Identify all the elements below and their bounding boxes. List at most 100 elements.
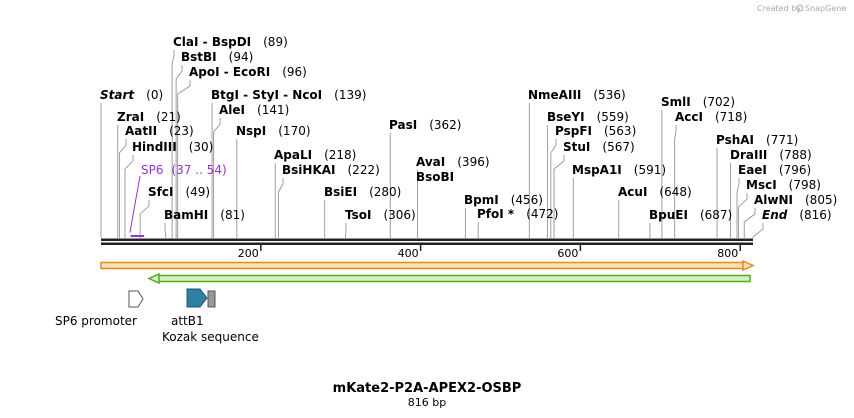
site-label[interactable]: Start (0) xyxy=(100,88,163,102)
orf-reverse-bar[interactable] xyxy=(155,274,751,283)
site-name: AleI xyxy=(219,103,245,117)
site-label[interactable]: NmeAIII (536) xyxy=(528,88,626,102)
site-label[interactable]: BseYI (559) xyxy=(547,110,629,124)
ruler: 200 400 600 800 xyxy=(238,245,741,260)
map-title: mKate2-P2A-APEX2-OSBP xyxy=(333,381,522,396)
orf-reverse[interactable] xyxy=(147,272,751,285)
site-label[interactable]: PspFI (563) xyxy=(555,124,636,138)
site-name: AccI xyxy=(675,110,703,124)
site-label[interactable]: SmlI (702) xyxy=(661,95,735,109)
site-line xyxy=(674,125,677,238)
site-name: SfcI xyxy=(148,185,173,199)
orf-forward-arrowhead-icon xyxy=(742,259,755,272)
site-position: (49) xyxy=(185,185,210,199)
site-label[interactable]: HindIII (30) xyxy=(132,140,213,154)
site-position: (472) xyxy=(526,207,558,221)
site-name: HindIII xyxy=(132,140,177,154)
site-label[interactable]: End (816) xyxy=(762,208,832,222)
site-name: ZraI xyxy=(117,110,144,124)
site-line xyxy=(124,155,134,238)
site-position: (456) xyxy=(511,193,543,207)
site-label[interactable]: PshAI (771) xyxy=(716,133,798,147)
ruler-label: 400 xyxy=(398,247,419,260)
site-label[interactable]: NspI (170) xyxy=(236,124,311,138)
site-name: PspFI xyxy=(555,124,592,138)
site-name: TsoI xyxy=(345,208,371,222)
site-name: NmeAIII xyxy=(528,88,581,102)
site-label[interactable]: EaeI (796) xyxy=(738,163,811,177)
site-position: (591) xyxy=(634,163,666,177)
kozak-box-icon[interactable] xyxy=(207,290,216,308)
site-label[interactable]: BtgI - StyI - NcoI (139) xyxy=(211,88,366,102)
ruler-label: 600 xyxy=(557,247,578,260)
site-label[interactable]: BsoBI xyxy=(416,170,454,184)
site-position: (30) xyxy=(189,140,214,154)
site-label[interactable]: TsoI (306) xyxy=(345,208,416,222)
ruler-label: 800 xyxy=(717,247,738,260)
site-label[interactable]: DraIII (788) xyxy=(730,148,812,162)
site-label[interactable]: ApoI - EcoRI (96) xyxy=(189,65,307,79)
site-label[interactable]: AlwNI (805) xyxy=(754,193,837,207)
site-label[interactable]: BpuEI (687) xyxy=(649,208,732,222)
site-name: BsiHKAI xyxy=(282,163,336,177)
credit-brand: SnapGene xyxy=(805,4,846,13)
site-name: SmlI xyxy=(661,95,691,109)
site-name: EaeI xyxy=(738,163,767,177)
credit: Created by SnapGene xyxy=(757,4,846,13)
site-label[interactable]: ClaI - BspDI (89) xyxy=(173,35,288,49)
feature-kozak[interactable]: Kozak sequence xyxy=(162,290,259,344)
site-line xyxy=(738,193,748,238)
site-name: AatII xyxy=(125,124,157,138)
site-position: (141) xyxy=(257,103,289,117)
site-label[interactable]: StuI (567) xyxy=(563,140,635,154)
site-label[interactable]: ZraI (21) xyxy=(117,110,181,124)
site-position: (396) xyxy=(457,155,489,169)
site-label[interactable]: AcuI (648) xyxy=(618,185,692,199)
site-name: BpmI xyxy=(464,193,499,207)
site-line xyxy=(164,223,167,238)
promoter-arrow-icon[interactable] xyxy=(128,290,144,308)
site-name: NspI xyxy=(236,124,266,138)
primer-sp6[interactable]: SP6 (37 .. 54) xyxy=(129,163,227,237)
site-position: (94) xyxy=(229,50,254,64)
site-label[interactable]: MspA1I (591) xyxy=(572,163,666,177)
orf-forward[interactable] xyxy=(100,259,755,272)
site-label[interactable]: AatII (23) xyxy=(125,124,194,138)
site-line xyxy=(213,118,221,238)
site-label[interactable]: AleI (141) xyxy=(219,103,289,117)
primer-label[interactable]: SP6 (37 .. 54) xyxy=(141,163,227,177)
site-name: MspA1I xyxy=(572,163,622,177)
site-label[interactable]: AvaI (396) xyxy=(416,155,490,169)
site-label[interactable]: BamHI (81) xyxy=(164,208,245,222)
feature-attb1[interactable]: attB1 xyxy=(171,288,208,328)
site-line xyxy=(277,178,284,238)
site-name: MscI xyxy=(746,178,777,192)
site-position: (89) xyxy=(263,35,288,49)
site-label[interactable]: MscI (798) xyxy=(746,178,821,192)
site-position: (280) xyxy=(369,185,401,199)
site-position: (23) xyxy=(169,124,194,138)
backbone-bottom-strand xyxy=(101,242,753,245)
attb1-arrow-icon[interactable] xyxy=(186,288,208,308)
site-label[interactable]: PfoI * (472) xyxy=(477,207,558,221)
site-name: PshAI xyxy=(716,133,754,147)
site-label[interactable]: SfcI (49) xyxy=(148,185,210,199)
site-line xyxy=(553,155,565,238)
site-label[interactable]: AccI (718) xyxy=(675,110,747,124)
credit-text: Created by xyxy=(757,4,801,13)
site-line xyxy=(736,178,740,238)
site-label[interactable]: ApaLI (218) xyxy=(274,148,356,162)
site-name: ApaLI xyxy=(274,148,312,162)
site-position: (222) xyxy=(348,163,380,177)
feature-sp6-promoter[interactable]: SP6 promoter xyxy=(55,290,144,328)
site-label[interactable]: BstBI (94) xyxy=(181,50,253,64)
site-label[interactable]: BsiEI (280) xyxy=(324,185,401,199)
feature-label-sp6-promoter: SP6 promoter xyxy=(55,314,137,328)
site-label[interactable]: BpmI (456) xyxy=(464,193,543,207)
sequence-backbone xyxy=(101,238,753,245)
site-position: (702) xyxy=(703,95,735,109)
site-label[interactable]: BsiHKAI (222) xyxy=(282,163,380,177)
site-label[interactable]: PasI (362) xyxy=(389,118,461,132)
orf-forward-bar[interactable] xyxy=(100,261,746,270)
